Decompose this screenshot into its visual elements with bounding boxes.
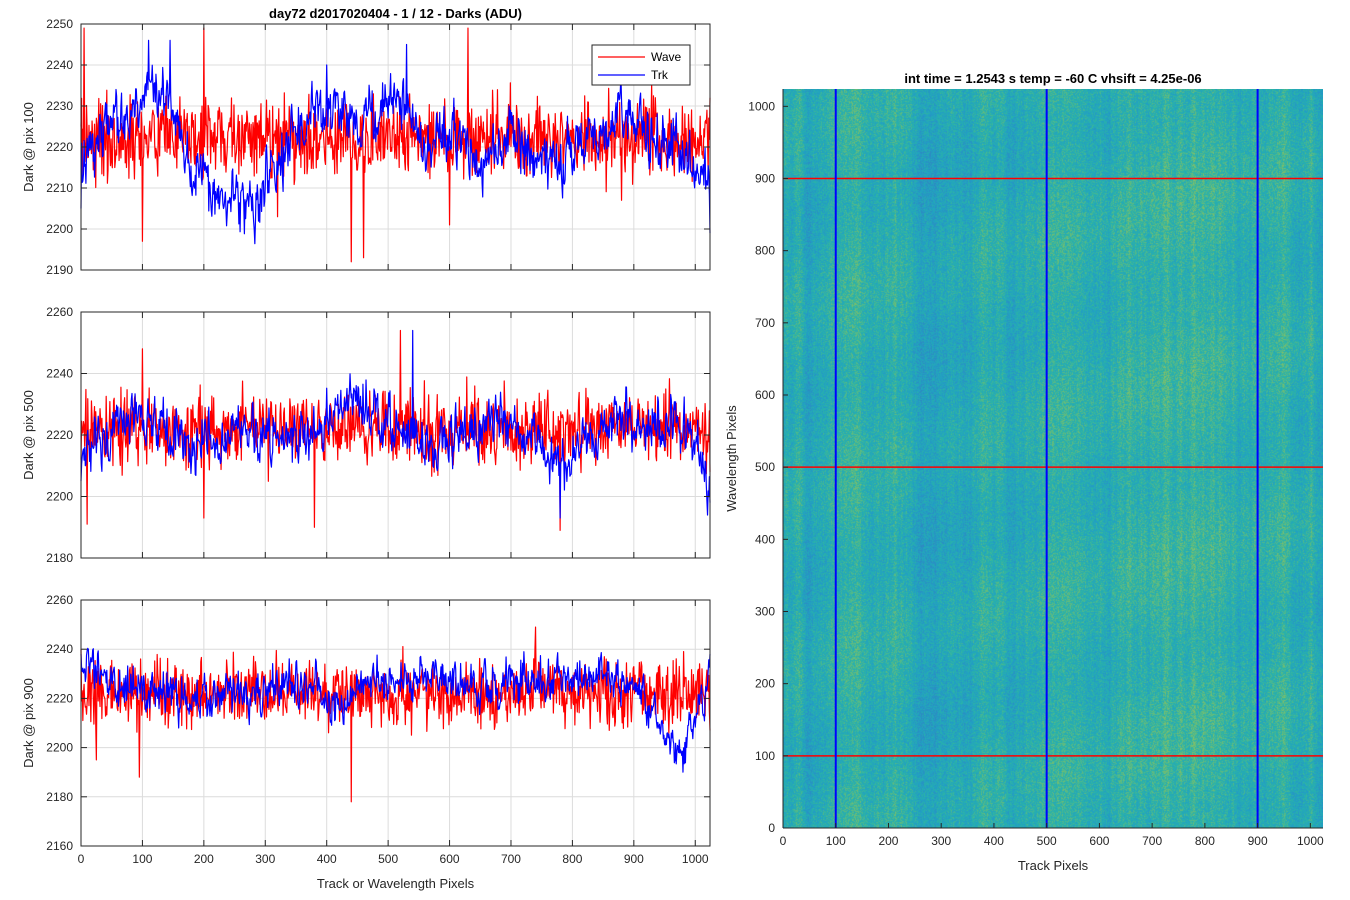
axes-frame [80, 311, 711, 559]
y-axis-label: Dark @ pix 500 [21, 390, 36, 480]
image-title: int time = 1.2543 s temp = -60 C vhsift … [904, 71, 1201, 86]
x-tick-label: 200 [878, 834, 898, 848]
y-tick-label: 2240 [46, 642, 73, 656]
x-tick-label: 400 [984, 834, 1004, 848]
series-line-trk [80, 39, 711, 245]
x-tick-label: 400 [317, 852, 337, 866]
y-tick-label: 2260 [46, 593, 73, 607]
y-tick-label: 2250 [46, 17, 73, 31]
x-tick-label: 200 [194, 852, 214, 866]
y-tick-label: 1000 [748, 99, 775, 113]
x-tick-label: 800 [1195, 834, 1215, 848]
marker-lines [783, 89, 1323, 828]
series-lines [80, 329, 711, 531]
y-tick-label: 2220 [46, 691, 73, 705]
x-tick-label: 600 [1089, 834, 1109, 848]
series-lines [80, 27, 711, 263]
y-tick-label: 500 [755, 460, 775, 474]
y-axis-label: Dark @ pix 100 [21, 102, 36, 192]
legend: Wave Trk [591, 44, 691, 86]
series-line-trk [80, 329, 711, 519]
x-tick-label: 1000 [682, 852, 709, 866]
line-plot-pix-500: 2180 2200 2220 2240 2260 Dark @ pix 500 [21, 305, 711, 565]
y-tick-label: 200 [755, 677, 775, 691]
y-tick-label: 2260 [46, 305, 73, 319]
x-tick-label: 500 [1037, 834, 1057, 848]
y-tick-label: 2180 [46, 551, 73, 565]
y-tick-label: 600 [755, 388, 775, 402]
series-line-wave [80, 626, 711, 803]
y-tick-label: 0 [768, 821, 775, 835]
y-tick-label: 2240 [46, 58, 73, 72]
x-tick-label: 100 [826, 834, 846, 848]
y-tick-label: 2160 [46, 839, 73, 853]
axes-frame [782, 89, 1323, 829]
figure-title: day72 d2017020404 - 1 / 12 - Darks (ADU) [269, 6, 522, 21]
legend-label-wave: Wave [651, 50, 682, 64]
y-tick-label: 2200 [46, 741, 73, 755]
y-tick-label: 2190 [46, 263, 73, 277]
y-tick-label: 2220 [46, 428, 73, 442]
y-tick-label: 800 [755, 244, 775, 258]
series-lines [80, 626, 711, 803]
x-tick-label: 300 [931, 834, 951, 848]
x-tick-labels: 0 100 200 300 400 500 600 700 800 900 1000 [780, 834, 1324, 848]
axes-frame [80, 599, 711, 847]
y-tick-labels: 2160 2180 2200 2220 2240 2260 [46, 593, 73, 853]
y-tick-label: 400 [755, 532, 775, 546]
y-tick-label: 2180 [46, 790, 73, 804]
x-tick-label: 700 [1142, 834, 1162, 848]
x-tick-label: 900 [624, 852, 644, 866]
axes-frame [80, 23, 711, 271]
x-tick-label: 500 [378, 852, 398, 866]
y-tick-label: 300 [755, 604, 775, 618]
y-tick-label: 2210 [46, 181, 73, 195]
x-tick-labels: 0 100 200 300 400 500 600 700 800 900 1000 [78, 852, 709, 866]
legend-label-trk: Trk [651, 68, 669, 82]
y-tick-labels: 0 100 200 300 400 500 600 700 800 900 1000 [748, 99, 775, 835]
series-line-trk [80, 647, 711, 773]
y-axis-label: Wavelength Pixels [724, 405, 739, 512]
x-tick-label: 100 [132, 852, 152, 866]
x-tick-label: 300 [255, 852, 275, 866]
heatmap-canvas [783, 89, 1323, 828]
y-tick-label: 2230 [46, 99, 73, 113]
x-tick-label: 1000 [1297, 834, 1324, 848]
y-tick-label: 700 [755, 316, 775, 330]
y-tick-label: 900 [755, 171, 775, 185]
y-tick-label: 100 [755, 749, 775, 763]
x-tick-label: 0 [780, 834, 787, 848]
y-tick-labels: 2180 2200 2220 2240 2260 [46, 305, 73, 565]
x-tick-label: 600 [440, 852, 460, 866]
line-plot-pix-900: 0 100 200 300 400 500 600 700 800 900 1000 2160 218… [21, 593, 711, 891]
x-axis-label: Track or Wavelength Pixels [317, 876, 475, 891]
x-tick-label: 700 [501, 852, 521, 866]
y-tick-labels: 2190 2200 2210 2220 2230 2240 2250 [46, 17, 73, 277]
y-axis-label: Dark @ pix 900 [21, 678, 36, 768]
y-tick-label: 2240 [46, 367, 73, 381]
y-tick-label: 2200 [46, 222, 73, 236]
x-tick-label: 900 [1248, 834, 1268, 848]
legend-box [591, 44, 691, 86]
x-tick-label: 800 [562, 852, 582, 866]
x-tick-label: 0 [78, 852, 85, 866]
x-axis-label: Track Pixels [1018, 858, 1089, 873]
y-tick-label: 2220 [46, 140, 73, 154]
axes-box [80, 599, 711, 847]
y-tick-label: 2200 [46, 490, 73, 504]
dark-frame-image-plot: int time = 1.2543 s temp = -60 C vhsift … [724, 71, 1324, 873]
image-heatmap-container [783, 89, 1323, 828]
